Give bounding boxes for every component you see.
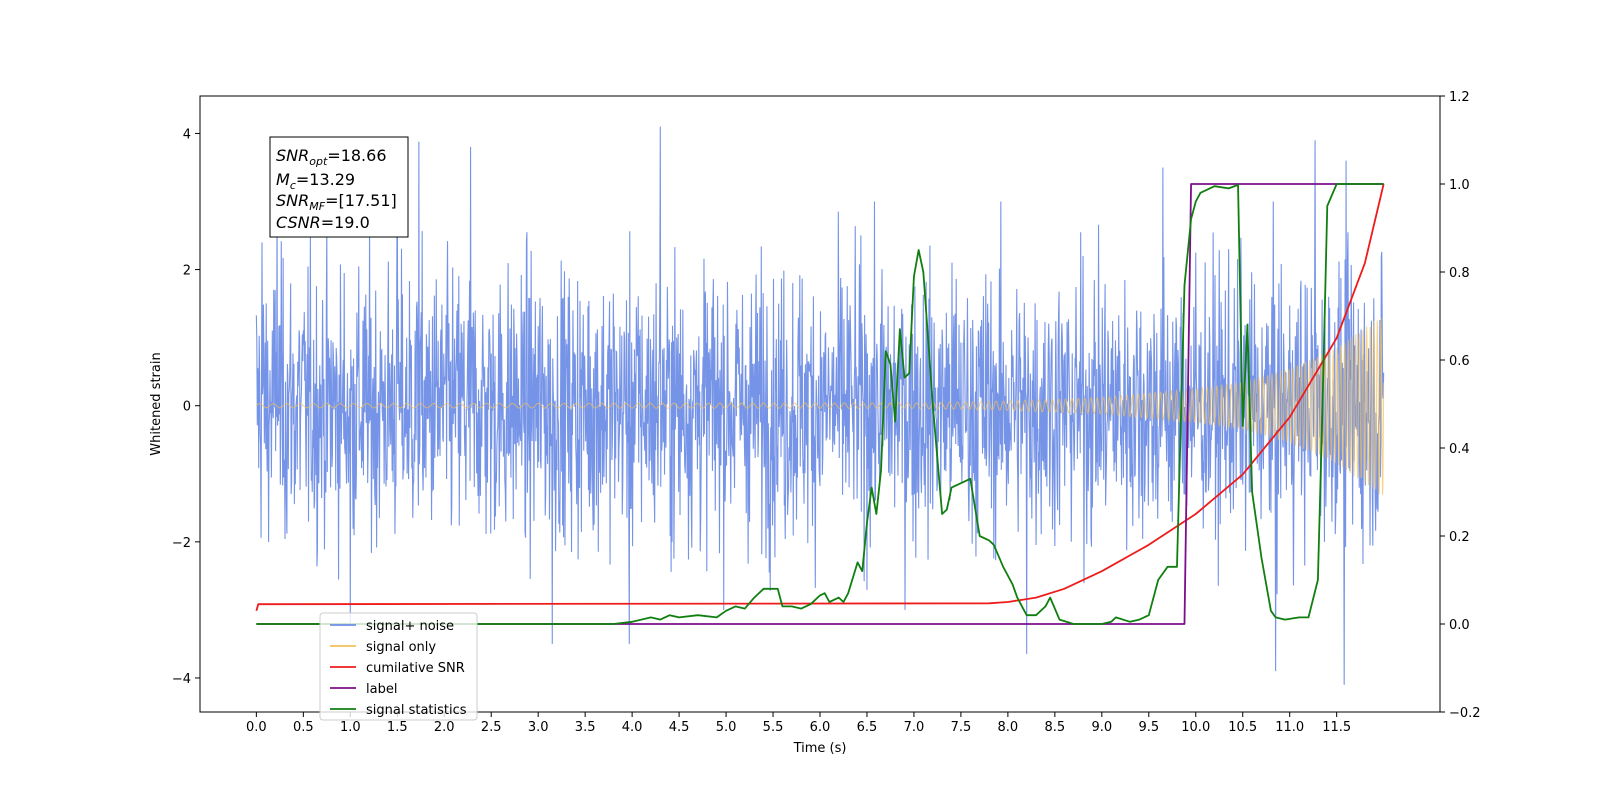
x-tick-label: 6.5 bbox=[857, 720, 878, 735]
annotation-snr-opt: SNRopt=18.66 bbox=[276, 146, 387, 168]
y-tick-label-left: 4 bbox=[183, 127, 191, 142]
legend-box bbox=[319, 612, 478, 721]
series-layer bbox=[255, 126, 1385, 685]
x-tick-label: 10.5 bbox=[1228, 720, 1257, 735]
x-tick-label: 5.0 bbox=[716, 720, 737, 735]
x-tick-label: 0.5 bbox=[293, 720, 314, 735]
x-tick-label: 11.0 bbox=[1275, 720, 1304, 735]
x-tick-label: 10.0 bbox=[1181, 720, 1210, 735]
y-tick-label-right: 0.4 bbox=[1449, 442, 1470, 457]
x-tick-label: 4.0 bbox=[622, 720, 643, 735]
x-tick-label: 7.0 bbox=[904, 720, 925, 735]
x-axis: 0.0 0.5 1.0 1.5 2.0 2.5 3.0 3.5 4.0 4.5 5.0 5.5 6.0 6… bbox=[246, 712, 1351, 735]
y-tick-label-right: 1.0 bbox=[1449, 178, 1470, 193]
x-tick-label: 11.5 bbox=[1322, 720, 1351, 735]
y-tick-label-right: 1.2 bbox=[1449, 90, 1470, 105]
x-tick-label: 8.5 bbox=[1045, 720, 1066, 735]
legend: signal+ noise signal only cumilative SNR la… bbox=[319, 612, 478, 721]
annotation-csnr: CSNR=19.0 bbox=[276, 213, 370, 232]
legend-label: signal statistics bbox=[366, 703, 467, 718]
legend-label: cumilative SNR bbox=[366, 661, 465, 676]
y-axis-right: −0.2 0.0 0.2 0.4 0.6 0.8 1.0 1.2 bbox=[1440, 90, 1481, 721]
y-tick-label-left: −2 bbox=[172, 536, 191, 551]
annotation-mc: Mc=13.29 bbox=[276, 170, 355, 192]
series-cumilative-snr bbox=[255, 183, 1385, 612]
x-tick-label: 9.5 bbox=[1138, 720, 1159, 735]
series-signal-only bbox=[256, 317, 1385, 495]
y-tick-label-right: 0.0 bbox=[1449, 618, 1470, 633]
x-tick-label: 0.0 bbox=[246, 720, 267, 735]
annotation-box: SNRopt=18.66 Mc=13.29 SNRMF=[17.51] CSNR… bbox=[269, 136, 409, 238]
y-tick-label-left: −4 bbox=[172, 672, 191, 687]
x-tick-label: 3.5 bbox=[575, 720, 596, 735]
x-axis-label: Time (s) bbox=[793, 741, 847, 756]
series-signal-noise bbox=[255, 126, 1385, 685]
y-tick-label-right: 0.6 bbox=[1449, 354, 1470, 369]
x-tick-label: 1.0 bbox=[340, 720, 361, 735]
x-tick-label: 2.0 bbox=[434, 720, 455, 735]
series-label bbox=[256, 183, 1384, 625]
y-tick-label-right: −0.2 bbox=[1449, 706, 1481, 721]
y-axis-label-left: Whitened strain bbox=[149, 352, 164, 455]
y-tick-label-right: 0.8 bbox=[1449, 266, 1470, 281]
legend-label: signal only bbox=[366, 640, 436, 655]
annotation-snr-mf: SNRMF=[17.51] bbox=[276, 191, 397, 213]
legend-label: signal+ noise bbox=[366, 619, 454, 634]
y-tick-label-left: 2 bbox=[183, 264, 191, 279]
legend-label: label bbox=[366, 682, 397, 697]
y-tick-label-right: 0.2 bbox=[1449, 530, 1470, 545]
x-tick-label: 6.0 bbox=[810, 720, 831, 735]
x-tick-label: 2.5 bbox=[481, 720, 502, 735]
y-tick-label-left: 0 bbox=[183, 400, 191, 415]
series-signal-statistics bbox=[256, 183, 1384, 625]
x-tick-label: 7.5 bbox=[951, 720, 972, 735]
x-tick-label: 9.0 bbox=[1091, 720, 1112, 735]
x-tick-label: 5.5 bbox=[763, 720, 784, 735]
x-tick-label: 8.0 bbox=[998, 720, 1019, 735]
x-tick-label: 3.0 bbox=[528, 720, 549, 735]
y-axis-left: −4 −2 0 2 4 bbox=[172, 127, 200, 687]
x-tick-label: 1.5 bbox=[387, 720, 408, 735]
x-tick-label: 4.5 bbox=[669, 720, 690, 735]
